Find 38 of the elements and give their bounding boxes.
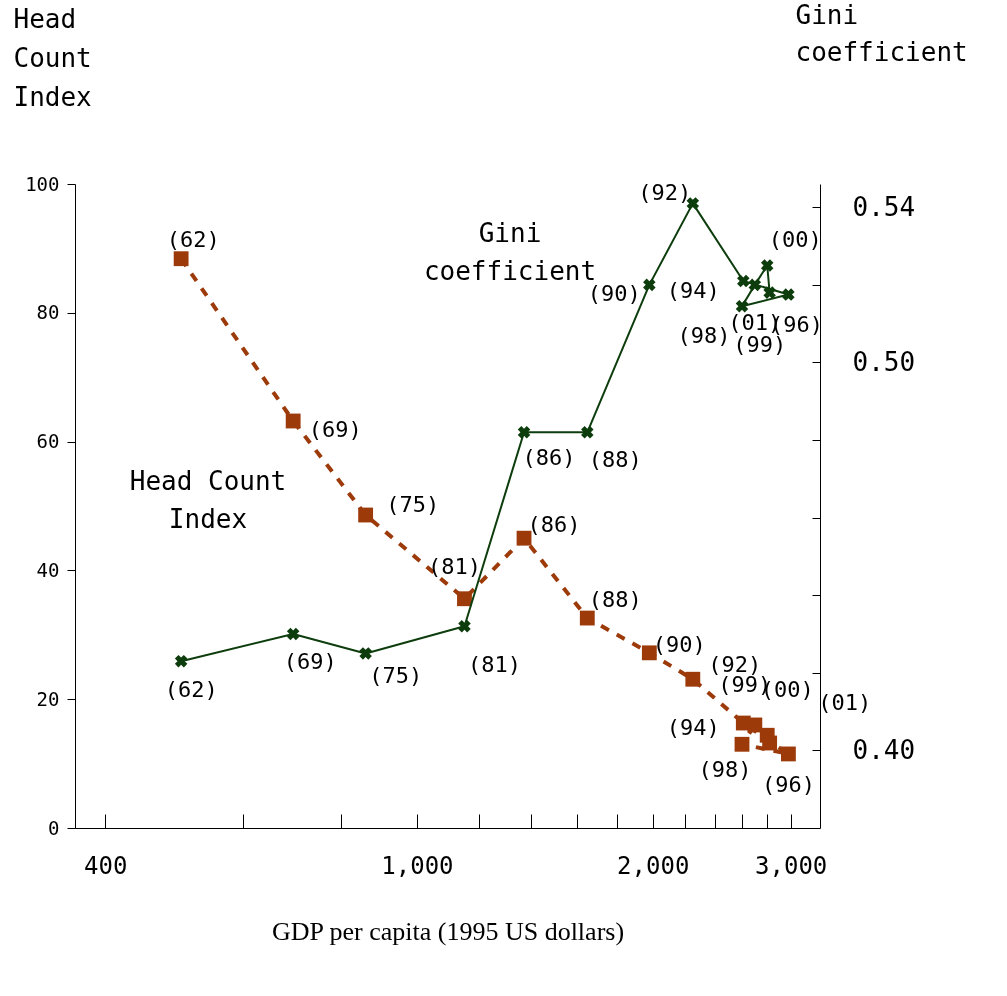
annotation: (94) [666, 715, 720, 741]
x-tick-label: 1,000 [381, 851, 454, 880]
annotation: (88) [588, 446, 642, 472]
y-tick-label: 0 [48, 816, 60, 839]
y2-axis-title: Gini coefficient [795, 0, 968, 67]
annotation: (81) [427, 553, 481, 579]
annotation: (92) [638, 180, 692, 206]
annotation: (69) [283, 649, 337, 675]
y2-tick-label: 0.40 [852, 734, 916, 765]
annotation: Head Count Index [129, 466, 287, 534]
y-tick-label: 40 [36, 558, 60, 581]
annotation: (75) [386, 492, 440, 518]
y-tick-label: 100 [25, 172, 60, 195]
y-tick-label: 20 [36, 687, 60, 710]
annotation: (00) [768, 226, 822, 252]
annotation: (86) [527, 512, 581, 538]
annotation: (86) [522, 444, 576, 470]
x-tick-label: 3,000 [755, 851, 828, 880]
annotation: (98) [677, 323, 731, 349]
annotation: (90) [652, 631, 706, 657]
annotation: (81) [467, 652, 521, 678]
y-tick-label: 80 [36, 301, 60, 324]
annotation: (75) [369, 663, 423, 689]
x-axis-title: GDP per capita (1995 US dollars) [271, 916, 625, 946]
annotation: (88) [588, 587, 642, 613]
annotation: (62) [166, 226, 220, 252]
y-tick-label: 60 [36, 430, 60, 453]
x-tick-label: 400 [84, 851, 128, 880]
annotation: (69) [308, 416, 362, 442]
annotation: (94) [666, 278, 720, 304]
y2-tick-label: 0.50 [852, 346, 916, 377]
y2-tick-label: 0.54 [852, 191, 916, 222]
annotation: (62) [164, 677, 218, 703]
y-axis-title: Head Count Index [13, 3, 92, 112]
x-tick-label: 2,000 [617, 851, 690, 880]
annotation: (96) [761, 771, 815, 797]
annotation: (01) [818, 689, 872, 715]
annotation: (98) [698, 757, 752, 783]
